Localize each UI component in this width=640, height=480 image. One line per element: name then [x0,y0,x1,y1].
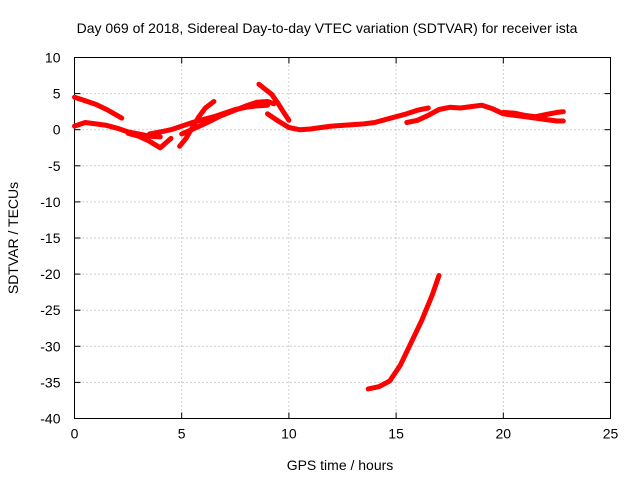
series-arc-11 [365,273,442,392]
y-tick-label: 5 [53,86,61,102]
series-group [72,81,566,392]
x-tick-label: 10 [281,426,297,442]
series-arc-8 [265,105,431,133]
series-arc-9 [404,102,566,125]
y-tick-label: -15 [40,230,60,246]
y-tick-label: -5 [48,158,61,174]
y-tick-label: -10 [40,194,60,210]
y-tick-label: -30 [40,338,60,354]
x-axis-label: GPS time / hours [287,457,394,473]
x-tick-label: 0 [71,426,79,442]
y-axis: 10 5 0 -5 -10 -15 -20 -25 -30 -35 -40 [40,50,611,427]
x-tick-label: 5 [178,426,186,442]
series-arc-10 [500,109,566,120]
series-arc-3 [125,130,174,151]
x-tick-label: 25 [603,426,619,442]
y-tick-label: 10 [45,50,61,66]
y-tick-label: -35 [40,374,60,390]
chart-title: Day 069 of 2018, Sidereal Day-to-day VTE… [77,20,578,36]
series-arc-7 [256,81,292,123]
y-axis-label: SDTVAR / TECUs [5,182,21,294]
series-arc-6 [179,99,277,137]
series-arc-5 [177,99,217,149]
x-tick-label: 20 [496,426,512,442]
series-arc-2 [72,94,125,121]
x-axis: 0 5 10 15 20 25 [71,57,619,442]
grid [74,57,611,419]
series-arc-1 [72,120,163,140]
y-tick-label: -40 [40,411,60,427]
y-tick-label: -20 [40,266,60,282]
x-tick-label: 15 [388,426,404,442]
y-tick-label: -25 [40,302,60,318]
y-tick-label: 0 [53,122,61,138]
